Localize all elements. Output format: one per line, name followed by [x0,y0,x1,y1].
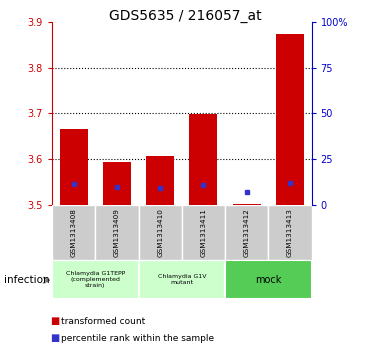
Bar [59,130,88,205]
Bar [146,156,174,205]
Bar [268,205,312,260]
Text: GSM1313411: GSM1313411 [200,208,206,257]
Bar [138,260,225,299]
Text: GSM1313408: GSM1313408 [70,208,76,257]
Bar [103,162,131,205]
Text: percentile rank within the sample: percentile rank within the sample [61,334,214,343]
Bar [52,260,138,299]
Bar [52,205,95,260]
Text: GSM1313409: GSM1313409 [114,208,120,257]
Text: GDS5635 / 216057_at: GDS5635 / 216057_at [109,9,262,23]
Text: infection: infection [4,275,49,285]
Bar [225,205,268,260]
Bar [95,205,138,260]
Text: ■: ■ [50,316,59,326]
Text: GSM1313410: GSM1313410 [157,208,163,257]
Bar [276,34,304,205]
Bar [189,114,217,205]
Bar [138,205,182,260]
Text: Chlamydia G1TEPP
(complemented
strain): Chlamydia G1TEPP (complemented strain) [66,271,125,288]
Text: Chlamydia G1V
mutant: Chlamydia G1V mutant [158,274,206,285]
Text: transformed count: transformed count [61,317,145,326]
Bar [225,260,312,299]
Bar [182,205,225,260]
Text: GSM1313412: GSM1313412 [244,208,250,257]
Text: mock: mock [255,274,282,285]
Text: GSM1313413: GSM1313413 [287,208,293,257]
Bar [233,204,261,205]
Text: ■: ■ [50,333,59,343]
